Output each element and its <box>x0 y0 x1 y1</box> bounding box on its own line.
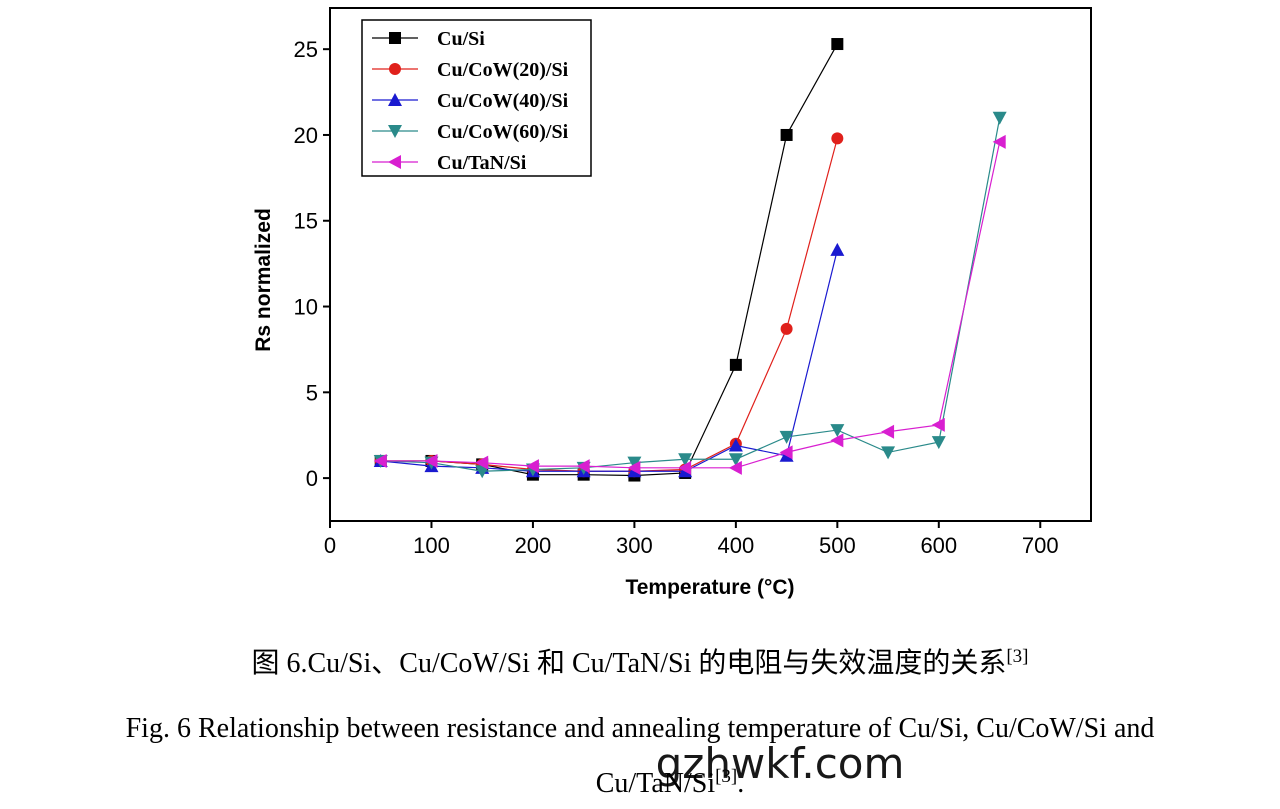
marker <box>475 455 489 470</box>
caption-en-line2: Cu/TaN/Si[3]. <box>596 766 745 799</box>
marker <box>729 358 742 371</box>
marker <box>627 456 642 470</box>
marker <box>881 446 896 460</box>
y-axis-label: Rs normalized <box>252 208 275 352</box>
x-tick-label: 0 <box>324 533 336 558</box>
marker <box>373 453 387 468</box>
caption-en-text: Cu/TaN/Si <box>596 768 716 799</box>
marker <box>728 460 742 475</box>
series-line <box>380 249 838 472</box>
marker <box>576 459 590 474</box>
marker <box>678 453 693 467</box>
caption-cn: 图 6.Cu/Si、Cu/CoW/Si 和 Cu/TaN/Si 的电阻与失效温度… <box>251 646 1028 679</box>
marker <box>627 460 641 475</box>
series-line <box>380 138 838 472</box>
marker <box>992 134 1006 149</box>
legend-label: Cu/TaN/Si <box>437 152 527 174</box>
caption-en-ref: [3] <box>715 766 737 787</box>
legend-marker <box>388 155 401 169</box>
marker <box>678 460 692 475</box>
x-tick-label: 200 <box>515 533 552 558</box>
legend-box <box>361 19 592 177</box>
marker <box>728 438 743 452</box>
marker <box>525 459 539 474</box>
marker <box>475 465 490 479</box>
marker <box>830 424 845 438</box>
caption-cn-ref: [3] <box>1006 646 1028 667</box>
y-tick-label: 5 <box>306 380 318 405</box>
x-axis-label: Temperature (°C) <box>625 576 794 599</box>
x-tick-label: 500 <box>819 533 856 558</box>
y-tick-label: 25 <box>294 37 318 62</box>
plot-frame <box>329 7 1092 522</box>
marker <box>931 417 945 432</box>
x-tick-label: 600 <box>920 533 957 558</box>
marker <box>881 424 895 439</box>
caption-en-line1: Fig. 6 Relationship between resistance a… <box>126 713 1155 744</box>
y-tick-label: 20 <box>294 123 318 148</box>
series-line <box>380 141 1001 469</box>
x-tick-label: 400 <box>718 533 755 558</box>
x-tick-label: 700 <box>1022 533 1059 558</box>
legend-marker <box>388 125 402 138</box>
marker <box>779 430 794 444</box>
marker <box>831 132 844 145</box>
marker <box>779 445 793 460</box>
legend-marker <box>389 63 401 75</box>
marker <box>931 436 946 450</box>
x-tick-label: 100 <box>413 533 450 558</box>
legend-label: Cu/Si <box>437 28 485 50</box>
marker <box>831 38 844 51</box>
legend-marker <box>389 32 401 44</box>
marker <box>830 242 845 256</box>
marker <box>830 433 844 448</box>
watermark: gzhwkf.com <box>656 739 905 788</box>
y-tick-label: 0 <box>306 466 318 491</box>
legend-label: Cu/CoW(40)/Si <box>437 90 569 112</box>
legend-label: Cu/CoW(20)/Si <box>437 59 569 81</box>
x-tick-label: 300 <box>616 533 653 558</box>
marker <box>424 453 438 468</box>
marker <box>728 453 743 467</box>
legend-label: Cu/CoW(60)/Si <box>437 121 569 143</box>
legend-marker <box>388 93 402 106</box>
marker <box>992 111 1007 125</box>
marker <box>780 322 793 335</box>
y-tick-label: 10 <box>294 295 318 320</box>
marker <box>780 128 793 141</box>
y-tick-label: 15 <box>294 209 318 234</box>
caption-cn-text: 图 6.Cu/Si、Cu/CoW/Si 和 Cu/TaN/Si 的电阻与失效温度… <box>251 647 1006 679</box>
caption-en-end: . <box>737 768 744 799</box>
